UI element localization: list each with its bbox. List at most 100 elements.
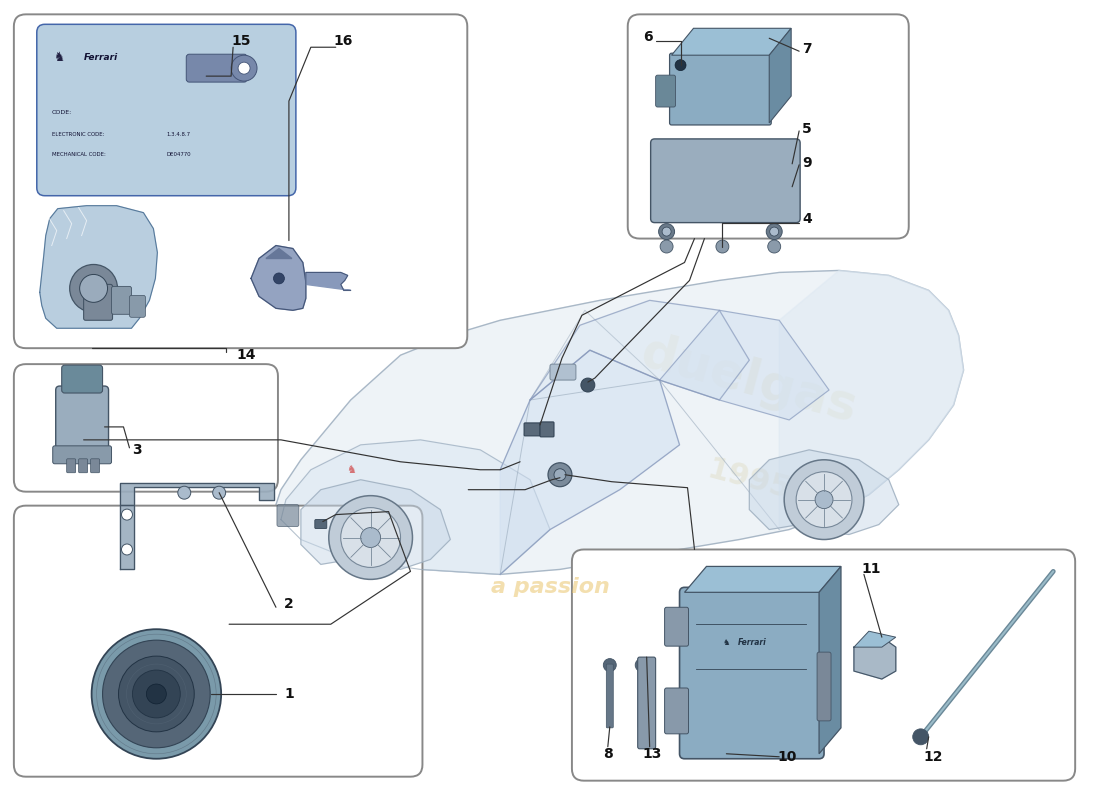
Polygon shape	[120, 505, 134, 570]
FancyBboxPatch shape	[680, 587, 824, 758]
FancyBboxPatch shape	[56, 386, 109, 456]
Polygon shape	[820, 566, 842, 754]
Circle shape	[796, 472, 851, 527]
Text: 3: 3	[132, 443, 141, 457]
Circle shape	[79, 274, 108, 302]
FancyBboxPatch shape	[656, 75, 675, 107]
Text: 13: 13	[642, 746, 661, 761]
Polygon shape	[672, 28, 791, 55]
Text: Ferrari: Ferrari	[738, 638, 767, 646]
Circle shape	[767, 224, 782, 239]
Text: 10: 10	[778, 750, 796, 764]
Circle shape	[238, 62, 250, 74]
Text: 16: 16	[333, 34, 352, 48]
Polygon shape	[266, 249, 292, 258]
FancyBboxPatch shape	[540, 422, 554, 437]
Text: ELECTRONIC CODE:: ELECTRONIC CODE:	[52, 133, 104, 138]
Circle shape	[660, 240, 673, 253]
Circle shape	[121, 544, 132, 555]
Circle shape	[581, 378, 595, 392]
FancyBboxPatch shape	[817, 652, 830, 721]
Circle shape	[121, 509, 132, 520]
FancyBboxPatch shape	[90, 458, 100, 473]
Polygon shape	[276, 270, 964, 574]
Circle shape	[69, 265, 118, 312]
Text: 6: 6	[642, 30, 652, 44]
Text: 5: 5	[802, 122, 812, 136]
Circle shape	[913, 729, 928, 745]
Text: 11: 11	[861, 562, 881, 577]
Circle shape	[603, 658, 616, 671]
FancyBboxPatch shape	[62, 365, 102, 393]
Circle shape	[119, 656, 195, 732]
Polygon shape	[749, 450, 899, 534]
Text: ♞: ♞	[345, 465, 355, 474]
FancyBboxPatch shape	[315, 519, 327, 529]
FancyBboxPatch shape	[628, 14, 909, 238]
Circle shape	[784, 460, 864, 539]
Circle shape	[178, 486, 190, 499]
Text: CODE:: CODE:	[52, 110, 72, 115]
FancyBboxPatch shape	[186, 54, 248, 82]
FancyBboxPatch shape	[14, 364, 278, 492]
Polygon shape	[301, 480, 450, 570]
Polygon shape	[684, 566, 842, 592]
Text: 8: 8	[603, 746, 613, 761]
Circle shape	[132, 670, 180, 718]
Polygon shape	[769, 28, 791, 123]
FancyBboxPatch shape	[78, 458, 88, 473]
FancyBboxPatch shape	[638, 664, 646, 728]
Text: 14: 14	[236, 348, 256, 362]
Circle shape	[548, 462, 572, 486]
Polygon shape	[306, 273, 351, 290]
Circle shape	[635, 658, 648, 671]
Text: 4: 4	[802, 212, 812, 226]
FancyBboxPatch shape	[650, 139, 800, 222]
Polygon shape	[779, 270, 964, 530]
Text: Ferrari: Ferrari	[84, 53, 118, 62]
Text: 15: 15	[231, 34, 251, 48]
Polygon shape	[530, 300, 749, 400]
FancyBboxPatch shape	[664, 607, 689, 646]
Circle shape	[212, 486, 226, 499]
Text: 1.3.4.8.7: 1.3.4.8.7	[166, 133, 190, 138]
Circle shape	[231, 55, 257, 81]
Polygon shape	[120, 482, 274, 505]
FancyBboxPatch shape	[67, 458, 76, 473]
FancyBboxPatch shape	[670, 54, 771, 125]
Text: 1995: 1995	[704, 454, 794, 505]
Polygon shape	[500, 350, 680, 574]
FancyBboxPatch shape	[550, 364, 576, 380]
Text: ♞: ♞	[54, 50, 65, 64]
Text: MECHANICAL CODE:: MECHANICAL CODE:	[52, 152, 106, 158]
Polygon shape	[854, 637, 895, 679]
Polygon shape	[251, 246, 306, 310]
Text: duelgas: duelgas	[636, 328, 862, 432]
Circle shape	[815, 490, 833, 509]
Circle shape	[91, 630, 221, 758]
Circle shape	[102, 640, 210, 748]
Text: 1: 1	[284, 687, 294, 701]
FancyBboxPatch shape	[524, 423, 540, 436]
Polygon shape	[660, 310, 829, 420]
FancyBboxPatch shape	[53, 446, 111, 464]
FancyBboxPatch shape	[638, 657, 656, 749]
FancyBboxPatch shape	[36, 24, 296, 196]
Circle shape	[768, 240, 781, 253]
Circle shape	[329, 496, 412, 579]
Circle shape	[659, 224, 674, 239]
FancyBboxPatch shape	[14, 506, 422, 777]
Text: DE04770: DE04770	[166, 152, 191, 158]
Circle shape	[675, 60, 686, 70]
Polygon shape	[40, 206, 157, 328]
FancyBboxPatch shape	[572, 550, 1075, 781]
Circle shape	[716, 240, 729, 253]
Text: 12: 12	[924, 750, 944, 764]
Circle shape	[554, 469, 565, 481]
Text: 9: 9	[802, 156, 812, 170]
FancyBboxPatch shape	[277, 505, 299, 526]
Text: 7: 7	[802, 42, 812, 56]
Polygon shape	[280, 440, 550, 574]
Circle shape	[662, 227, 671, 236]
Circle shape	[274, 273, 285, 284]
